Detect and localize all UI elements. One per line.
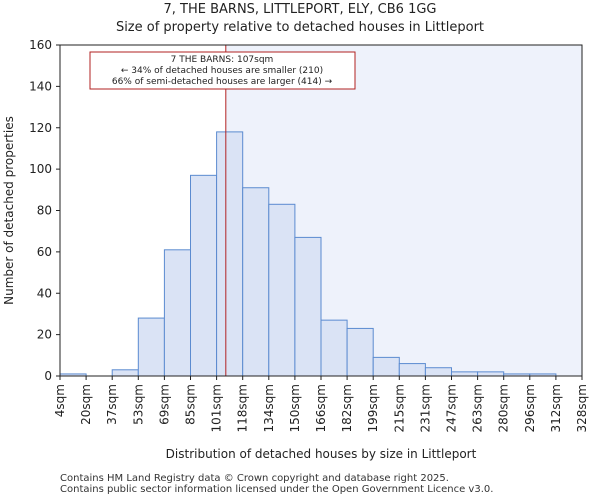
y-tick-label: 20 [37,328,52,342]
annotation-line3: 66% of semi-detached houses are larger (… [112,77,333,87]
x-tick-label: 296sqm [523,384,537,432]
chart-title: 7, THE BARNS, LITTLEPORT, ELY, CB6 1GG S… [0,1,600,37]
x-tick-label: 134sqm [262,384,276,432]
histogram-bar [320,319,348,377]
x-tick-label: 247sqm [445,384,459,432]
x-tick-label: 150sqm [288,384,302,432]
x-tick-label: 166sqm [314,384,328,432]
annotation-line2: ← 34% of detached houses are smaller (21… [121,66,323,76]
x-tick-label: 182sqm [340,384,354,432]
histogram-bar [294,236,322,377]
x-tick-label: 263sqm [471,384,485,432]
histogram-bar [137,317,165,377]
y-tick-label: 60 [37,245,52,259]
histogram-bar [451,371,479,377]
histogram-bar [346,327,374,377]
y-axis: 0 20 40 60 80 100 120 140 160 [29,38,60,383]
x-tick-label: 231sqm [418,384,432,432]
annotation-line1: 7 THE BARNS: 107sqm [171,55,274,65]
y-tick-label: 40 [37,286,52,300]
chart-title-line1: 7, THE BARNS, LITTLEPORT, ELY, CB6 1GG [163,2,437,17]
y-tick-label: 80 [37,204,52,218]
footer-line1: Contains HM Land Registry data © Crown c… [60,473,449,484]
x-tick-label: 37sqm [105,384,119,425]
x-tick-label: 4sqm [53,384,67,417]
histogram-bar [372,356,400,377]
footer-line2: Contains public sector information licen… [60,484,494,495]
y-tick-label: 0 [44,369,52,383]
y-axis-label: Number of detached properties [2,116,16,305]
histogram-bar [268,203,296,377]
histogram-bar [398,363,426,377]
y-tick-label: 100 [29,162,52,176]
histogram-bar [477,371,505,377]
x-tick-label: 20sqm [79,384,93,425]
histogram-bar [424,367,452,377]
x-tick-label: 85sqm [184,384,198,425]
annotation-border [89,51,356,90]
x-axis-label: Distribution of detached houses by size … [166,447,477,461]
histogram-bar [242,187,270,377]
histogram-bar [190,174,218,377]
histogram-bar [163,249,191,377]
y-tick-label: 140 [29,79,52,93]
x-axis: 4sqm 20sqm 37sqm 53sqm 69sqm 85sqm 101sqm 118sq… [53,376,589,432]
y-tick-label: 160 [29,38,52,52]
histogram-bar [216,131,244,377]
x-tick-label: 328sqm [575,384,589,432]
chart-title-line2: Size of property relative to detached ho… [115,20,485,35]
x-tick-label: 53sqm [131,384,145,425]
x-tick-label: 69sqm [157,384,171,425]
x-tick-label: 101sqm [210,384,224,432]
footer: Contains HM Land Registry data © Crown c… [60,473,493,495]
bars-group [59,131,557,377]
histogram-bar [111,369,139,377]
x-tick-label: 118sqm [236,384,250,432]
x-tick-label: 312sqm [549,384,563,432]
x-tick-label: 215sqm [392,384,406,432]
x-tick-label: 199sqm [366,384,380,432]
x-tick-label: 280sqm [497,384,511,432]
y-tick-label: 120 [29,121,52,135]
annotation-box: 7 THE BARNS: 107sqm ← 34% of detached ho… [89,51,356,90]
